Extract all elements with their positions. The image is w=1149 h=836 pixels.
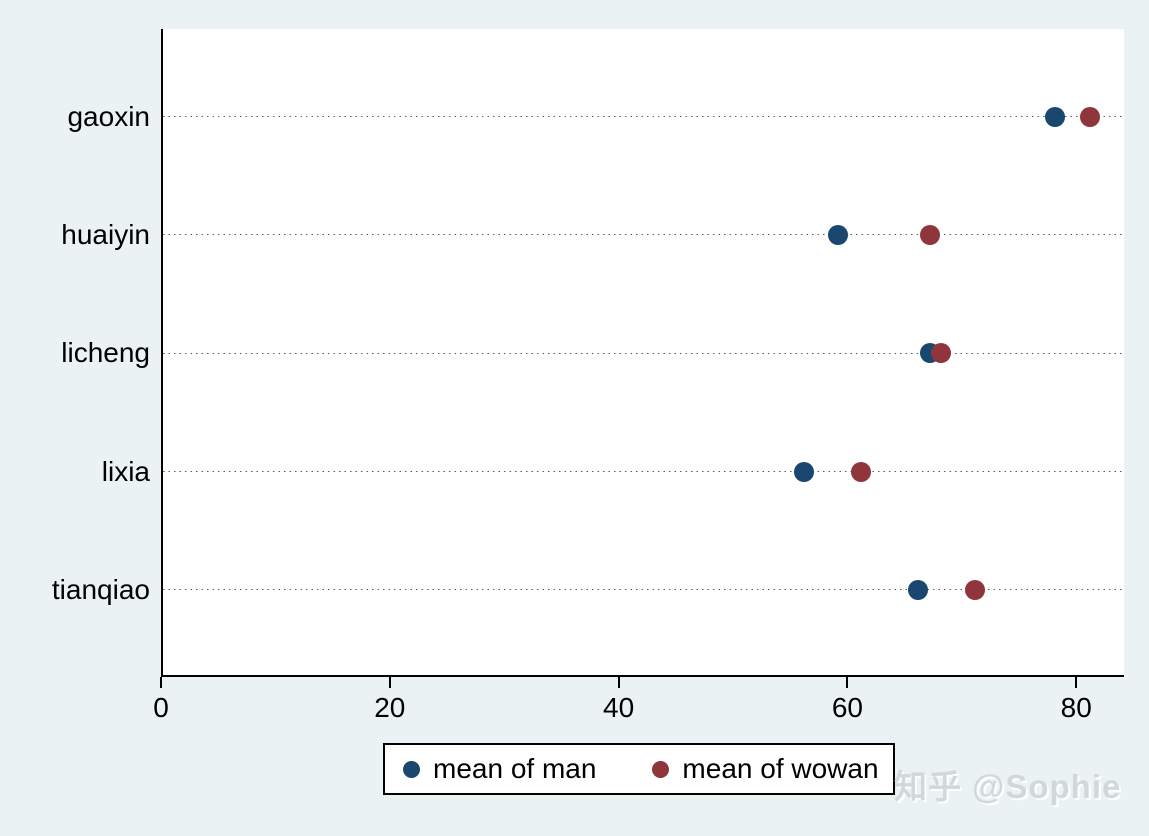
x-tick-0 <box>160 677 162 688</box>
x-tick-label-0: 0 <box>153 692 169 723</box>
legend: mean of man mean of wowan <box>383 743 895 795</box>
x-tick-label-80: 80 <box>1060 692 1092 723</box>
y-axis-label-lixia: lixia <box>101 455 150 487</box>
y-axis-label-huaiyin: huaiyin <box>61 219 150 251</box>
data-point-licheng-woman <box>930 343 951 364</box>
legend-label-man: mean of man <box>433 753 597 784</box>
x-tick-20 <box>388 677 391 688</box>
y-axis-label-licheng: licheng <box>61 337 150 369</box>
data-point-lixia-man <box>793 461 814 482</box>
gridline-gaoxin <box>163 116 1124 119</box>
gridline-licheng <box>163 352 1124 355</box>
data-point-tianqiao-woman <box>965 579 986 600</box>
data-point-gaoxin-man <box>1045 106 1066 127</box>
x-tick-80 <box>1075 677 1078 688</box>
watermark: 知乎 @Sophie <box>894 768 1122 805</box>
x-tick-label-60: 60 <box>831 692 863 723</box>
gridline-tianqiao <box>163 589 1124 592</box>
x-tick-60 <box>846 677 849 688</box>
y-axis-label-gaoxin: gaoxin <box>67 100 150 132</box>
legend-item-man: mean of man <box>403 753 596 785</box>
plot-area <box>161 29 1124 677</box>
legend-marker-man-icon <box>403 760 420 778</box>
data-point-huaiyin-man <box>827 225 848 246</box>
data-point-huaiyin-woman <box>919 225 940 246</box>
legend-marker-woman-icon <box>652 760 670 778</box>
data-point-gaoxin-woman <box>1079 106 1100 127</box>
gridline-huaiyin <box>163 234 1124 237</box>
y-axis-label-tianqiao: tianqiao <box>51 573 150 605</box>
data-point-tianqiao-man <box>908 579 929 600</box>
data-point-lixia-woman <box>850 461 871 482</box>
x-tick-label-20: 20 <box>374 692 406 723</box>
gridline-lixia <box>163 470 1124 473</box>
x-tick-40 <box>617 677 620 688</box>
x-tick-label-40: 40 <box>603 692 635 723</box>
legend-item-woman: mean of wowan <box>652 753 879 785</box>
legend-label-woman: mean of wowan <box>682 753 879 784</box>
